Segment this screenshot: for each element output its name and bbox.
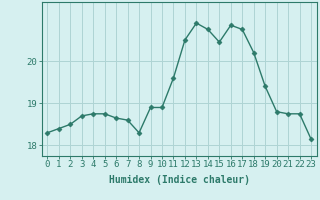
- X-axis label: Humidex (Indice chaleur): Humidex (Indice chaleur): [109, 175, 250, 185]
